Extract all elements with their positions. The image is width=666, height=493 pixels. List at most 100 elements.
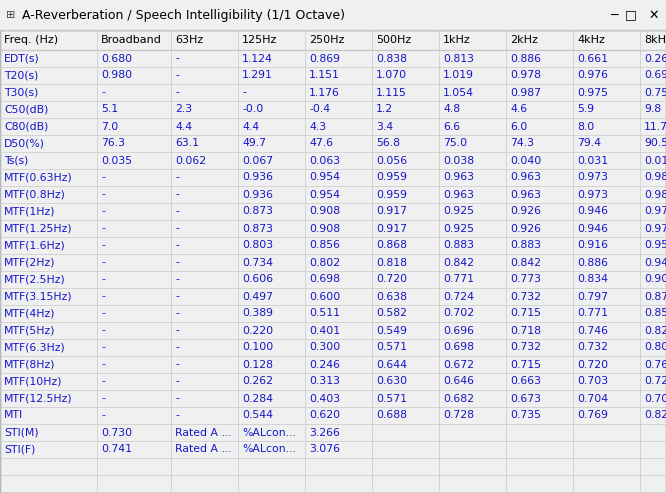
Text: 0.284: 0.284 <box>242 393 273 403</box>
Text: 1kHz: 1kHz <box>443 35 471 45</box>
Text: 0.663: 0.663 <box>510 377 541 387</box>
Text: 0.715: 0.715 <box>510 359 541 369</box>
Text: 0.873: 0.873 <box>242 207 273 216</box>
Text: 0.963: 0.963 <box>510 173 541 182</box>
Text: 0.978: 0.978 <box>510 70 541 80</box>
Text: 0.886: 0.886 <box>510 54 541 64</box>
Text: 0.873: 0.873 <box>242 223 273 234</box>
Text: 0.926: 0.926 <box>510 223 541 234</box>
Text: MTF(5Hz): MTF(5Hz) <box>4 325 55 336</box>
Text: 0.549: 0.549 <box>376 325 407 336</box>
Text: 0.975: 0.975 <box>644 223 666 234</box>
Text: Freq. (Hz): Freq. (Hz) <box>4 35 58 45</box>
Text: 11.7: 11.7 <box>644 121 666 132</box>
Text: Broadband: Broadband <box>101 35 162 45</box>
Text: 0.883: 0.883 <box>443 241 474 250</box>
Text: 8kHz: 8kHz <box>644 35 666 45</box>
Text: 0.646: 0.646 <box>443 377 474 387</box>
Text: 250Hz: 250Hz <box>309 35 344 45</box>
Text: 0.715: 0.715 <box>510 309 541 318</box>
Text: 1.054: 1.054 <box>443 87 474 98</box>
Text: 75.0: 75.0 <box>443 139 467 148</box>
Text: 0.942: 0.942 <box>644 257 666 268</box>
Text: 0.808: 0.808 <box>644 343 666 352</box>
Text: MTF(4Hz): MTF(4Hz) <box>4 309 55 318</box>
Text: 0.926: 0.926 <box>510 207 541 216</box>
Text: 0.975: 0.975 <box>577 87 608 98</box>
Text: D50(%): D50(%) <box>4 139 45 148</box>
Text: 0.673: 0.673 <box>510 393 541 403</box>
Text: 0.856: 0.856 <box>309 241 340 250</box>
Text: ✕: ✕ <box>649 8 659 22</box>
Text: 0.771: 0.771 <box>577 309 608 318</box>
Text: 7.0: 7.0 <box>101 121 119 132</box>
Text: 0.917: 0.917 <box>376 223 407 234</box>
Text: 0.703: 0.703 <box>577 377 608 387</box>
Text: -: - <box>175 309 179 318</box>
Text: 0.246: 0.246 <box>309 359 340 369</box>
Text: -: - <box>101 309 105 318</box>
Text: 0.732: 0.732 <box>510 343 541 352</box>
Text: -: - <box>101 189 105 200</box>
Text: MTF(2Hz): MTF(2Hz) <box>4 257 55 268</box>
Text: 0.100: 0.100 <box>242 343 273 352</box>
Text: 0.661: 0.661 <box>577 54 608 64</box>
Text: 0.718: 0.718 <box>510 325 541 336</box>
Text: 0.571: 0.571 <box>376 393 407 403</box>
Text: STI(M): STI(M) <box>4 427 39 437</box>
Text: 74.3: 74.3 <box>510 139 534 148</box>
Text: 0.726: 0.726 <box>644 377 666 387</box>
Text: 3.266: 3.266 <box>309 427 340 437</box>
Text: 0.702: 0.702 <box>644 393 666 403</box>
Text: 0.582: 0.582 <box>376 309 407 318</box>
Text: 0.883: 0.883 <box>510 241 541 250</box>
Text: 0.973: 0.973 <box>577 173 608 182</box>
Text: -: - <box>175 343 179 352</box>
Text: 0.067: 0.067 <box>242 155 273 166</box>
Text: 4.4: 4.4 <box>175 121 192 132</box>
Text: MTF(0.63Hz): MTF(0.63Hz) <box>4 173 73 182</box>
Text: 0.907: 0.907 <box>644 275 666 284</box>
Text: 0.954: 0.954 <box>309 173 340 182</box>
Text: -: - <box>101 173 105 182</box>
Text: 0.062: 0.062 <box>175 155 206 166</box>
Text: 0.826: 0.826 <box>644 325 666 336</box>
Text: 0.818: 0.818 <box>376 257 407 268</box>
Text: 0.797: 0.797 <box>577 291 608 302</box>
Text: 0.031: 0.031 <box>577 155 608 166</box>
Text: 0.672: 0.672 <box>443 359 474 369</box>
Text: 0.980: 0.980 <box>101 70 132 80</box>
Text: 3.4: 3.4 <box>376 121 393 132</box>
Text: -: - <box>101 359 105 369</box>
Text: -: - <box>175 393 179 403</box>
Text: 0.842: 0.842 <box>443 257 474 268</box>
Text: 0.035: 0.035 <box>101 155 132 166</box>
Text: 0.908: 0.908 <box>309 223 340 234</box>
Text: 0.973: 0.973 <box>577 189 608 200</box>
Text: 0.886: 0.886 <box>577 257 608 268</box>
Text: 0.959: 0.959 <box>644 241 666 250</box>
Text: 0.262: 0.262 <box>644 54 666 64</box>
Text: 0.936: 0.936 <box>242 173 273 182</box>
Text: -: - <box>175 207 179 216</box>
Text: 4.4: 4.4 <box>242 121 259 132</box>
Text: 0.852: 0.852 <box>644 309 666 318</box>
Text: 1.019: 1.019 <box>443 70 474 80</box>
Text: 1.291: 1.291 <box>242 70 273 80</box>
Text: 0.128: 0.128 <box>242 359 273 369</box>
Text: MTF(10Hz): MTF(10Hz) <box>4 377 63 387</box>
Bar <box>0 30 666 50</box>
Text: 0.876: 0.876 <box>644 291 666 302</box>
Text: -0.4: -0.4 <box>309 105 330 114</box>
Text: T20(s): T20(s) <box>4 70 39 80</box>
Text: 0.963: 0.963 <box>443 173 474 182</box>
Text: 500Hz: 500Hz <box>376 35 411 45</box>
Text: MTF(1.6Hz): MTF(1.6Hz) <box>4 241 66 250</box>
Text: 0.017: 0.017 <box>644 155 666 166</box>
Text: ⊞: ⊞ <box>6 10 15 20</box>
Text: 0.511: 0.511 <box>309 309 340 318</box>
Text: 0.688: 0.688 <box>376 411 407 421</box>
Text: 4kHz: 4kHz <box>577 35 605 45</box>
Text: 0.963: 0.963 <box>443 189 474 200</box>
Text: 0.746: 0.746 <box>577 325 608 336</box>
